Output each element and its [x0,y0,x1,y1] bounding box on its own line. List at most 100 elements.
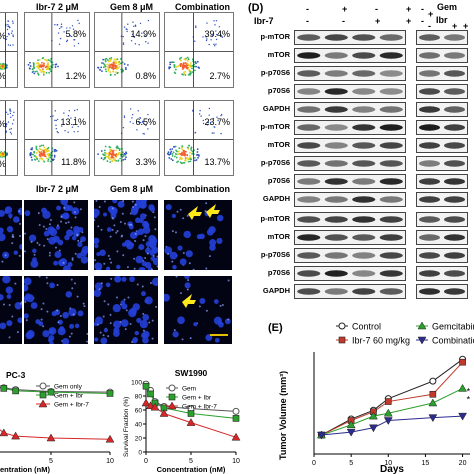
event-dot [33,67,35,70]
event-dot [47,59,50,61]
nuclei-image [0,206,22,263]
flow-cytometry-panel: Ibr-7 2 μM Gem 8 μM Combination % % 5.8%… [0,0,236,180]
nucleus-bright [37,212,40,215]
blot-band-strip [416,84,468,99]
nucleus [199,298,206,304]
event-dot [103,149,106,152]
flow-header-ibr7: Ibr-7 2 μM [36,2,79,12]
event-dot [45,65,48,68]
nucleus-bright [110,277,113,280]
event-dot [103,63,106,66]
event-dot [175,150,178,153]
nucleus-bright [127,296,130,299]
event-dot [189,69,191,72]
event-dot [11,123,14,125]
blot-band [324,216,348,223]
event-dot [77,125,79,128]
event-dot [147,128,149,130]
nucleus-bright [83,305,86,308]
event-dot [189,64,192,66]
blot-label: GAPDH [262,286,290,295]
blot-band [352,234,376,241]
event-dot [54,63,57,66]
blot-band [419,216,440,223]
data-point [383,408,393,417]
event-dot [122,69,125,72]
event-dot [182,152,185,155]
blot-band [324,142,348,149]
nucleus-bright [141,285,144,288]
blot-band [379,142,403,149]
event-dot [191,67,193,70]
event-dot [42,68,44,71]
event-dot [185,67,188,69]
nucleus-bright [129,322,132,325]
flow-q2: 23.7% [204,117,230,127]
event-dot [122,159,125,161]
nucleus-bright [24,232,27,235]
event-dot [108,57,111,60]
event-dot [11,30,13,32]
event-dot [35,155,38,158]
event-dot [55,127,58,130]
event-dot [181,64,184,67]
blot-bands [297,178,403,185]
blot-band [419,160,440,167]
event-dot [142,121,144,124]
blot-band [352,106,376,113]
event-dot [45,150,48,153]
nucleus [199,233,205,240]
nucleus-bright [142,312,145,315]
nucleus-bright [134,232,137,235]
nucleus-bright [130,223,133,226]
nucleus [172,331,179,338]
fluor-image-combination-r1 [164,200,232,270]
nucleus [6,320,13,327]
nucleus [140,203,146,209]
event-dot [37,67,40,70]
event-dot [102,62,105,65]
event-dot [9,26,11,29]
blot-band [352,70,376,77]
nucleus [94,243,99,249]
event-dot [54,119,56,121]
event-dot [168,67,171,70]
flow-q2: 6.5% [135,117,156,127]
nucleus-bright [8,303,11,306]
nucleus-bright [111,207,114,210]
nuclei-image [24,276,88,344]
blot-band [419,252,440,259]
data-point [147,390,154,398]
blot-band [379,178,403,185]
nucleus [224,318,231,325]
nucleus [184,276,190,280]
nucleus-bright [38,276,41,278]
event-dot [40,148,43,151]
event-dot [44,148,46,151]
event-dot [176,161,178,164]
nucleus-bright [102,334,105,337]
blot-band-strip [294,284,406,299]
blot-bands [419,270,465,277]
event-dot [59,37,62,40]
event-dot [7,25,9,28]
legend-label: Gemcitabine [432,322,474,332]
flow-plot-left-cut-r1: % % [0,12,18,88]
blot-bands [419,216,465,223]
blot-band-strip [294,266,406,281]
event-dot [111,66,114,68]
x-tick-label: 5 [189,458,193,465]
nucleus-bright [95,200,98,202]
flow-header-gem: Gem 8 μM [110,2,154,12]
nucleus [120,300,126,305]
event-dot [38,157,41,160]
event-dot [63,31,65,33]
event-dot [178,147,181,150]
event-dot [78,22,80,25]
nucleus [117,200,125,208]
nuclei-image [94,200,158,270]
nucleus-bright [110,261,113,264]
event-dot [65,40,68,43]
event-dot [194,132,196,134]
nucleus-bright [45,276,48,279]
